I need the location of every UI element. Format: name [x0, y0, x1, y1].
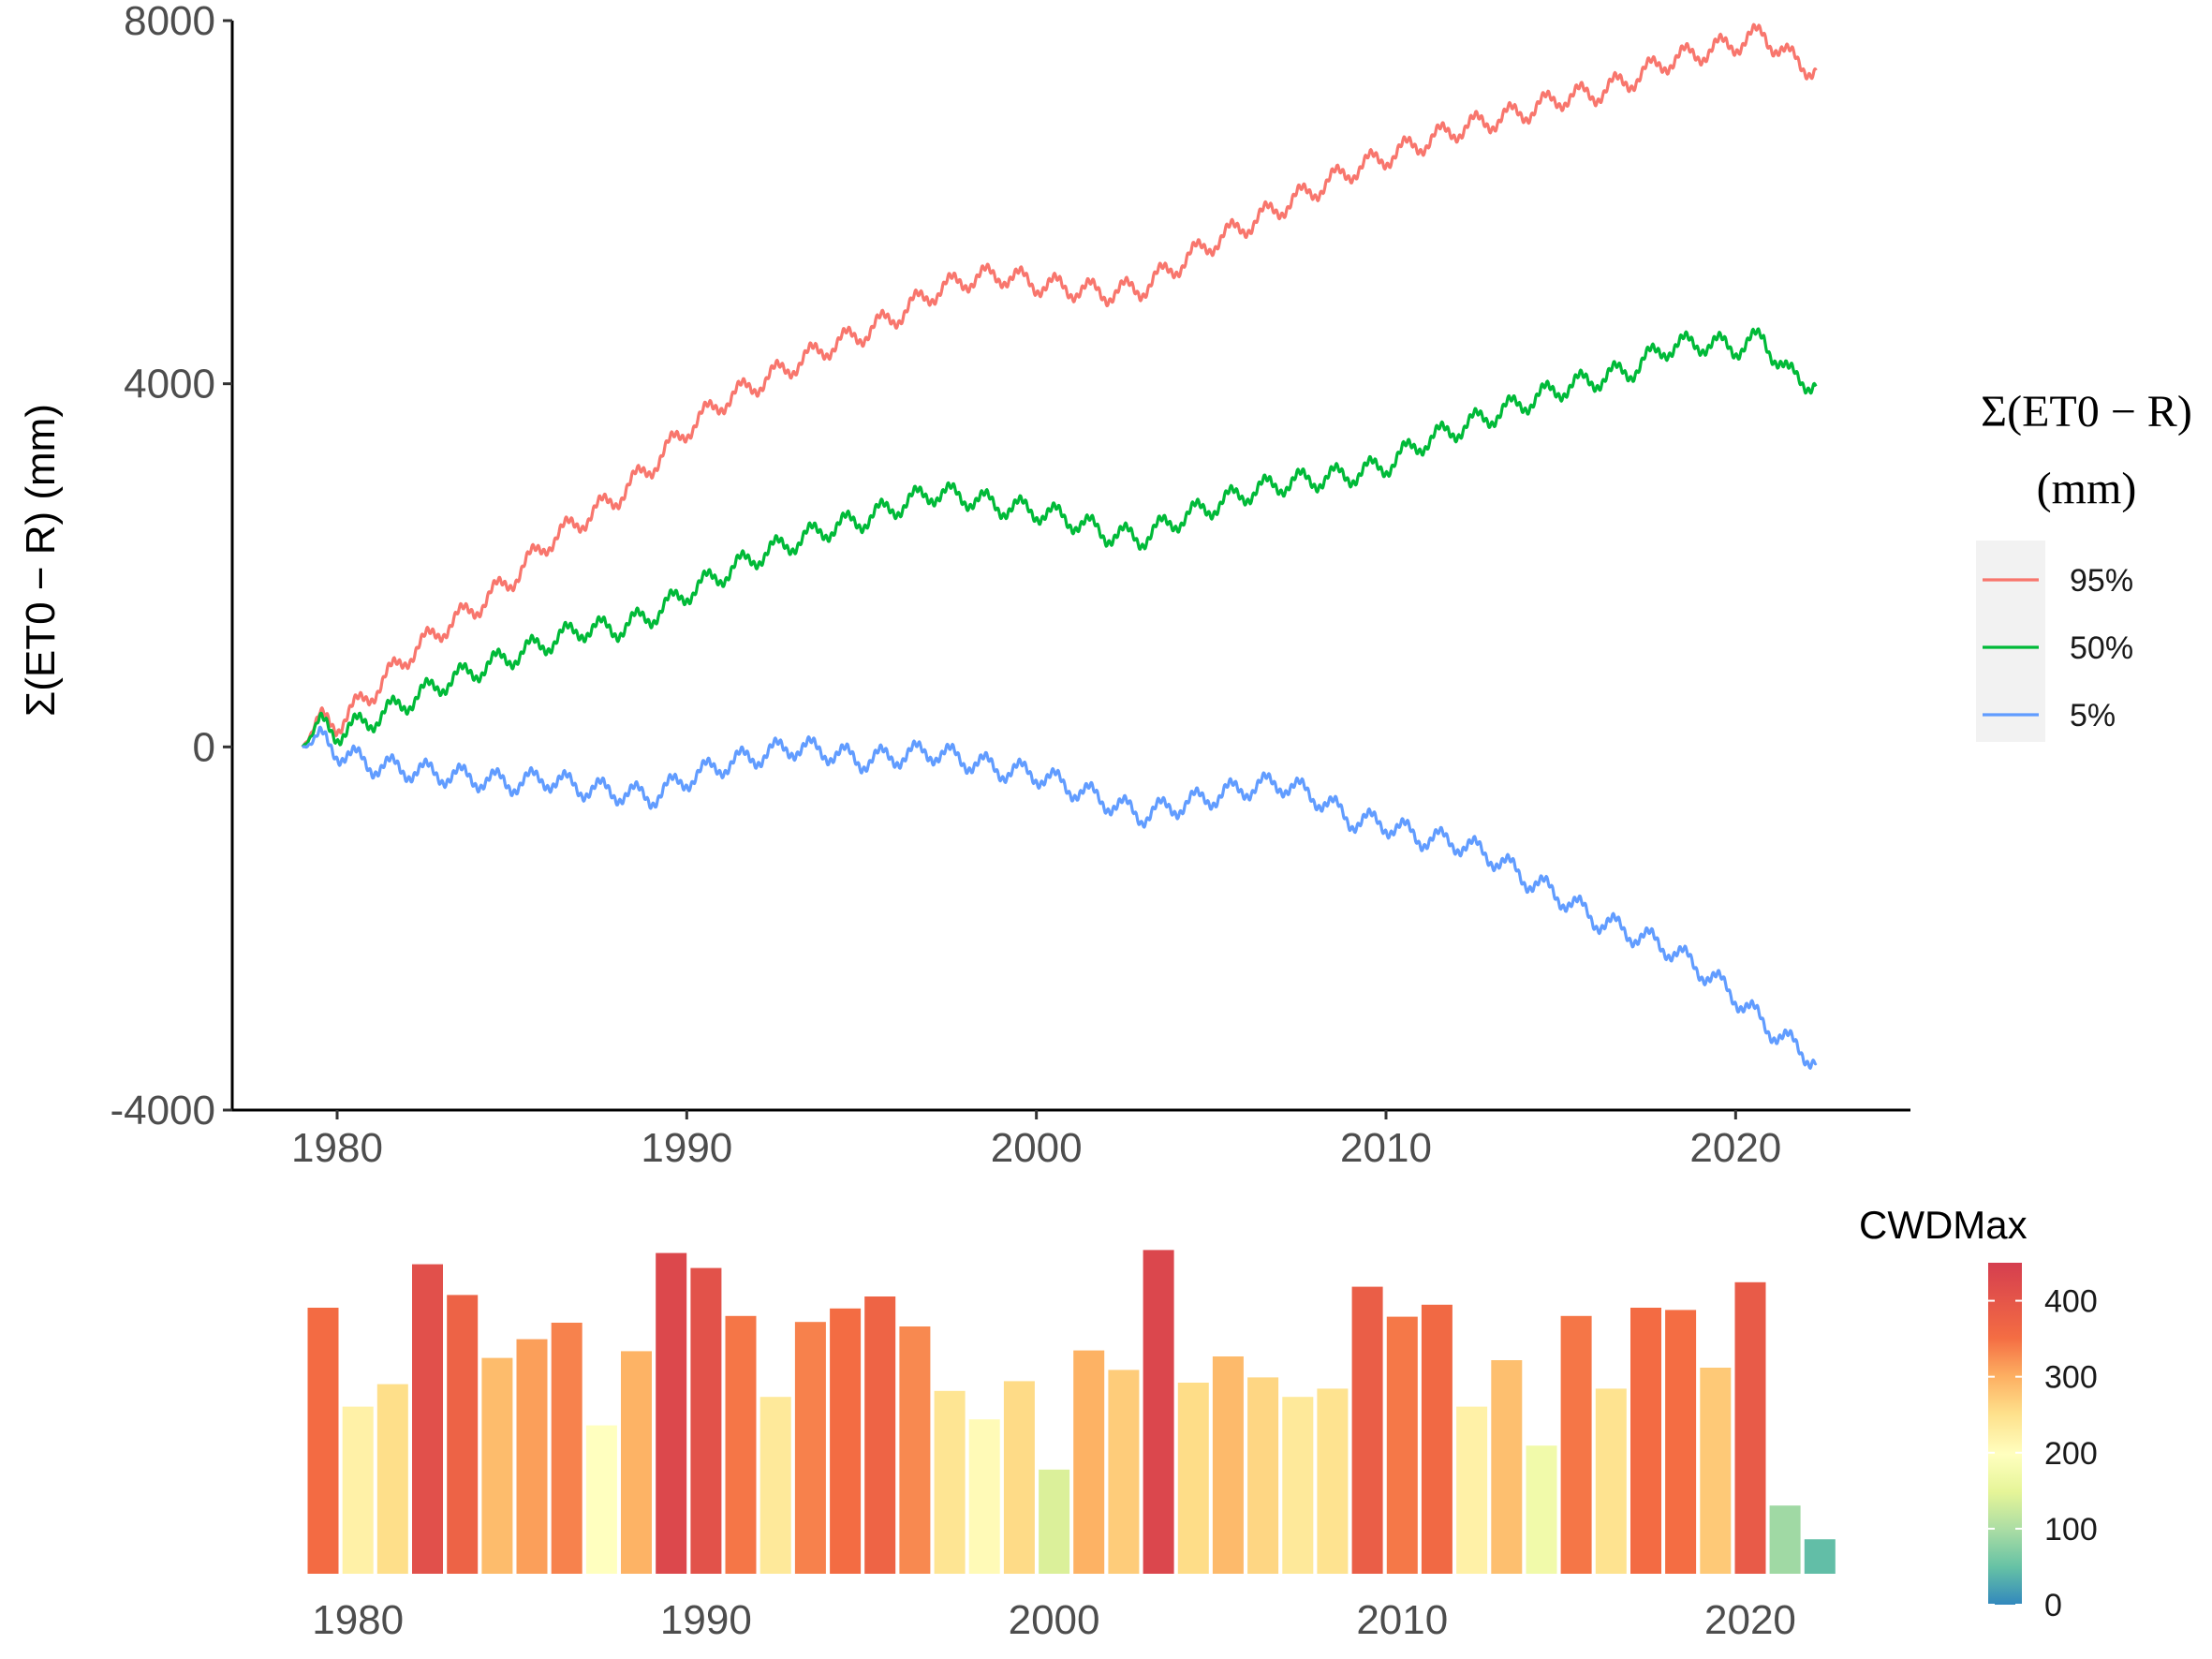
bar-1986 — [551, 1323, 582, 1574]
y-tick-label: 0 — [193, 724, 215, 770]
bar-1985 — [516, 1339, 548, 1574]
y-tick-label: 4000 — [124, 362, 215, 407]
bar-x-tick-label: 2020 — [1704, 1597, 1796, 1643]
bar-1988 — [621, 1351, 652, 1574]
legend-title-line1: Σ(ET0 − R) — [1981, 387, 2192, 437]
bar-1981 — [376, 1384, 408, 1574]
bar-2015 — [1560, 1315, 1592, 1574]
bar-1980 — [342, 1406, 374, 1574]
bar-x-tick-label: 2010 — [1356, 1597, 1448, 1643]
x-tick-label: 2000 — [991, 1125, 1083, 1171]
bar-2022 — [1804, 1539, 1836, 1574]
bar-x-tick-label: 1980 — [312, 1597, 404, 1643]
bar-1989 — [656, 1252, 687, 1574]
bar-2019 — [1700, 1368, 1732, 1574]
y-axis-title: Σ(ET0 − R) (mm) — [18, 404, 64, 717]
legend-label: 50% — [2070, 630, 2133, 666]
series-line-95pct — [301, 22, 1818, 748]
bar-2008 — [1317, 1388, 1349, 1574]
x-tick-label: 2010 — [1340, 1125, 1432, 1171]
bar-1993 — [794, 1322, 826, 1574]
colorbar-tick-label: 100 — [2044, 1512, 2098, 1548]
colorbar: CWDMax 0 100 200 300 400 — [1859, 1203, 2098, 1623]
bar-2007 — [1282, 1397, 1314, 1574]
bar-2011 — [1421, 1304, 1453, 1574]
bar-2000 — [1039, 1469, 1070, 1574]
y-tick-label: 8000 — [124, 0, 215, 44]
legend-items: 95% 50% 5% — [1983, 563, 2133, 733]
bar-2014 — [1526, 1445, 1557, 1574]
bar-2010 — [1386, 1316, 1418, 1574]
bar-1984 — [481, 1357, 513, 1574]
line-panel: -4000 0 4000 8000 1980 1990 2000 2010 2020 Σ(ET… — [18, 0, 1910, 1171]
bar-2017 — [1630, 1308, 1661, 1574]
bar-1990 — [690, 1267, 722, 1574]
bar-panel: 1980 1990 2000 2010 2020 — [307, 1250, 1836, 1643]
bar-2005 — [1212, 1356, 1244, 1574]
colorbar-ticks: 0 100 200 300 400 — [1988, 1284, 2098, 1623]
bar-1987 — [585, 1425, 617, 1574]
bar-2003 — [1143, 1250, 1174, 1574]
legend-title-line2: (mm) — [2037, 464, 2137, 513]
bar-1982 — [412, 1264, 443, 1574]
bar-2009 — [1351, 1286, 1383, 1574]
bar-2016 — [1595, 1388, 1627, 1574]
colorbar-gradient — [1988, 1263, 2022, 1605]
x-tick-label: 1990 — [641, 1125, 732, 1171]
bar-1992 — [759, 1397, 791, 1574]
bar-2002 — [1108, 1370, 1140, 1574]
y-tick-group: -4000 0 4000 8000 — [110, 0, 232, 1133]
series-legend: Σ(ET0 − R) (mm) 95% 50% 5% — [1976, 387, 2192, 742]
colorbar-tick-label: 400 — [2044, 1284, 2098, 1320]
legend-label: 5% — [2070, 698, 2116, 733]
bar-1994 — [830, 1308, 862, 1574]
bar-2013 — [1491, 1360, 1523, 1574]
series-line-50pct — [301, 327, 1818, 748]
bar-1998 — [968, 1419, 1000, 1574]
legend-key-background — [1976, 541, 2045, 742]
legend-label: 95% — [2070, 563, 2133, 599]
bar-1983 — [447, 1295, 479, 1574]
y-tick-label: -4000 — [110, 1088, 215, 1133]
bar-2018 — [1665, 1310, 1697, 1574]
bar-x-tick-label: 1990 — [660, 1597, 752, 1643]
x-tick-label: 1980 — [291, 1125, 383, 1171]
bar-group — [307, 1250, 1836, 1574]
bar-2012 — [1456, 1406, 1488, 1574]
bar-1979 — [307, 1308, 339, 1574]
bar-2021 — [1769, 1505, 1801, 1574]
bar-1991 — [725, 1315, 757, 1574]
colorbar-tick-label: 300 — [2044, 1360, 2098, 1396]
bar-1995 — [864, 1296, 896, 1574]
bar-1996 — [899, 1326, 931, 1574]
bar-2006 — [1247, 1377, 1279, 1574]
colorbar-tick-label: 0 — [2044, 1588, 2062, 1623]
bar-1997 — [934, 1390, 966, 1574]
bar-2004 — [1177, 1383, 1209, 1574]
bar-x-tick-label: 2000 — [1009, 1597, 1100, 1643]
colorbar-title: CWDMax — [1859, 1203, 2028, 1247]
colorbar-tick-label: 200 — [2044, 1436, 2098, 1472]
x-tick-label: 2020 — [1689, 1125, 1781, 1171]
x-tick-group: 1980 1990 2000 2010 2020 — [291, 1110, 1781, 1171]
bar-x-tick-group: 1980 1990 2000 2010 2020 — [312, 1597, 1796, 1643]
line-series-group — [301, 22, 1818, 1070]
bar-2020 — [1734, 1281, 1766, 1574]
series-line-5pct — [301, 725, 1818, 1070]
bar-2001 — [1073, 1350, 1105, 1574]
bar-1999 — [1003, 1381, 1035, 1574]
